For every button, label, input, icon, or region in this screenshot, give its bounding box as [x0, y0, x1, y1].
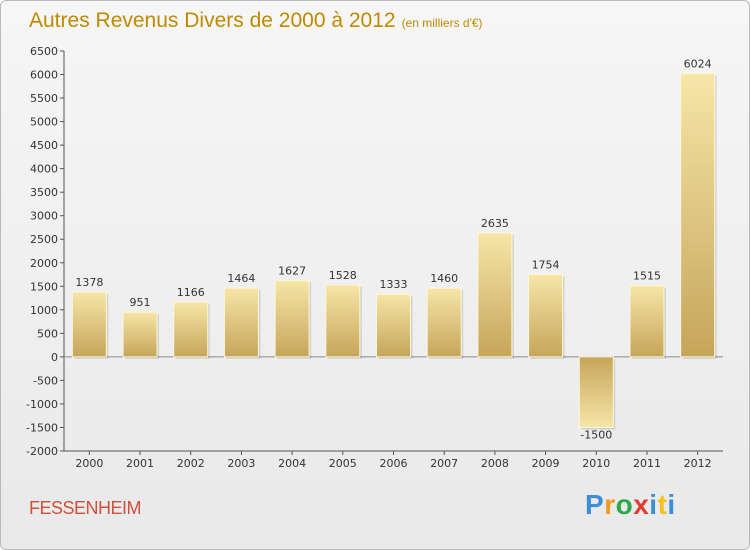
x-tick-label-2008: 2008 [481, 457, 509, 470]
y-tick-label: 5000 [30, 116, 58, 129]
data-label-2006: 1333 [380, 278, 408, 291]
y-tick-label: 6000 [30, 69, 58, 82]
bar-2000[interactable] [71, 291, 107, 358]
data-label-2003: 1464 [227, 272, 255, 285]
y-tick-label: 5500 [30, 92, 58, 105]
x-tick-label-2006: 2006 [380, 457, 408, 470]
data-label-2002: 1166 [177, 286, 205, 299]
x-tick-label-2009: 2009 [532, 457, 560, 470]
logo-letter: t [657, 489, 668, 520]
bar-2006[interactable] [376, 293, 411, 358]
data-label-2010: -1500 [580, 428, 612, 441]
chart-title: Autres Revenus Divers de 2000 à 2012 (en … [29, 9, 483, 33]
x-tick-label-2001: 2001 [126, 457, 154, 470]
bars-group [71, 72, 717, 430]
y-axis-ticks: 6500600055005000450040003500300025002000… [26, 45, 64, 458]
x-axis-ticks: 2000 2001 2002 2003 2004 2005 2006 2007 2008 2009… [75, 451, 712, 470]
bar-2009[interactable] [528, 273, 564, 358]
y-tick-label: 4500 [30, 139, 58, 152]
data-label-2011: 1515 [633, 270, 661, 283]
y-tick-label: 2000 [30, 257, 58, 270]
x-tick-label-2004: 2004 [278, 457, 306, 470]
data-label-2009: 1754 [532, 258, 560, 271]
bar-2004[interactable] [274, 279, 310, 358]
bar-2010[interactable] [578, 356, 614, 428]
x-tick-label-2000: 2000 [75, 457, 103, 470]
y-tick-label: 1000 [30, 304, 58, 317]
chart-axes [63, 51, 723, 452]
bar-2012[interactable] [680, 72, 716, 358]
bar-2005[interactable] [325, 284, 361, 358]
data-label-2000: 1378 [75, 276, 103, 289]
y-tick-label: 0 [51, 351, 58, 364]
y-tick-label: 1500 [30, 280, 58, 293]
y-tick-label: 6500 [30, 45, 58, 58]
y-tick-label: -500 [33, 374, 58, 387]
y-tick-label: 2500 [30, 233, 58, 246]
x-tick-label-2007: 2007 [430, 457, 458, 470]
logo-letter: i [667, 489, 676, 520]
y-tick-label: 3500 [30, 186, 58, 199]
x-tick-label-2012: 2012 [684, 457, 712, 470]
x-tick-label-2005: 2005 [329, 457, 357, 470]
data-label-2004: 1627 [278, 264, 306, 277]
bar-2001[interactable] [122, 311, 158, 358]
data-label-2005: 1528 [329, 269, 357, 282]
bar-2003[interactable] [223, 287, 259, 358]
data-label-2008: 2635 [481, 217, 509, 230]
bar-2002[interactable] [173, 301, 209, 358]
logo-letter: r [604, 489, 616, 520]
logo-letter: x [633, 489, 650, 520]
data-label-2012: 6024 [684, 57, 712, 70]
x-tick-label-2003: 2003 [227, 457, 255, 470]
x-tick-label-2002: 2002 [177, 457, 205, 470]
bar-2008[interactable] [477, 232, 513, 358]
y-tick-label: 4000 [30, 163, 58, 176]
data-labels-group: 1378 951 1166 1464 1627 1528 1333 1460 2635 1754 -… [75, 57, 711, 441]
y-tick-label: -2000 [26, 445, 58, 458]
logo-letter: i [649, 489, 658, 520]
proxiti-logo[interactable]: Proxiti [585, 489, 676, 521]
y-tick-label: 3000 [30, 210, 58, 223]
chart-subtitle: (en milliers d'€) [401, 16, 483, 30]
bar-2007[interactable] [426, 287, 462, 358]
chart-title-text: Autres Revenus Divers de 2000 à 2012 [29, 9, 396, 32]
x-tick-label-2010: 2010 [582, 457, 610, 470]
y-tick-label: -1000 [26, 398, 58, 411]
y-tick-label: 500 [37, 327, 58, 340]
data-label-2007: 1460 [430, 272, 458, 285]
bar-2011[interactable] [629, 285, 665, 358]
city-name: FESSENHEIM [29, 498, 142, 518]
logo-letter: P [585, 489, 605, 520]
data-label-2001: 951 [130, 296, 151, 309]
x-tick-label-2011: 2011 [633, 457, 661, 470]
logo-letter: o [615, 489, 634, 520]
y-tick-label: -1500 [26, 421, 58, 434]
